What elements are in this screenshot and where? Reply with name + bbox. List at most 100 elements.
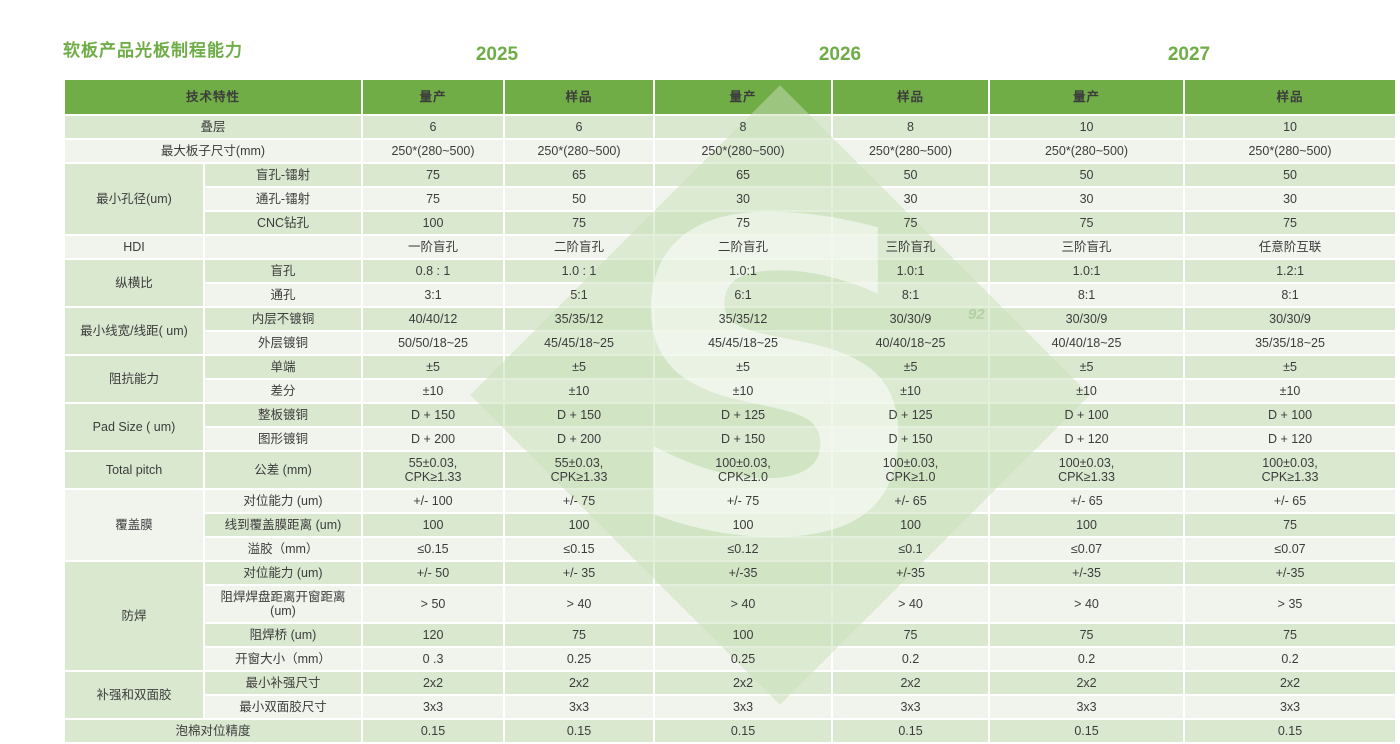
- cell-r2-c2-text: 65: [736, 167, 750, 182]
- cell-r15-c0-text: +/- 100: [413, 493, 453, 508]
- cell-r3-c5: 30: [1185, 188, 1396, 210]
- cell-r13-c3-text: D + 150: [888, 431, 933, 446]
- cell-r8-c1: 35/35/12: [505, 308, 654, 330]
- row-label-text: 阻焊焊盘距离开窗距离 (um): [220, 589, 346, 618]
- cell-r2-c3: 50: [833, 164, 989, 186]
- cell-r1-c3-text: 250*(280~500): [868, 143, 953, 158]
- cell-r9-c4: 40/40/18~25: [990, 332, 1184, 354]
- row-label: 内层不镀铜: [205, 308, 362, 330]
- cell-r4-c0-text: 100: [422, 215, 444, 230]
- cell-r22-c3: 2x2: [833, 672, 989, 694]
- cell-r17-c5: ≤0.07: [1185, 538, 1396, 560]
- cell-r23-c5-text: 3x3: [1279, 699, 1301, 714]
- cell-r2-c5: 50: [1185, 164, 1396, 186]
- cell-r24-c4: 0.15: [990, 720, 1184, 742]
- cell-r20-c2-text: 100: [732, 627, 754, 642]
- cell-r6-c2: 1.0:1: [655, 260, 832, 282]
- cell-r13-c3: D + 150: [833, 428, 989, 450]
- cell-r12-c2-text: D + 125: [720, 407, 766, 422]
- cell-r4-c0: 100: [363, 212, 504, 234]
- cell-r7-c2-text: 6:1: [734, 287, 752, 302]
- row-label-text: 对位能力 (um): [243, 565, 323, 580]
- cell-r6-c0: 0.8 : 1: [363, 260, 504, 282]
- cell-r15-c1: +/- 75: [505, 490, 654, 512]
- cell-r19-c0: > 50: [363, 586, 504, 622]
- cell-r8-c5: 30/30/9: [1185, 308, 1396, 330]
- cell-r10-c2: ±5: [655, 356, 832, 378]
- row-label: 溢胶（mm）: [205, 538, 362, 560]
- cell-r19-c4: > 40: [990, 586, 1184, 622]
- cell-r1-c2: 250*(280~500): [655, 140, 832, 162]
- row-label: 外层镀铜: [205, 332, 362, 354]
- cell-r24-c5: 0.15: [1185, 720, 1396, 742]
- cell-r14-c0: 55±0.03, CPK≥1.33: [363, 452, 504, 488]
- cell-r1-c4-text: 250*(280~500): [1044, 143, 1129, 158]
- cell-r15-c3: +/- 65: [833, 490, 989, 512]
- cell-r9-c2-text: 45/45/18~25: [708, 335, 778, 350]
- cell-r10-c0: ±5: [363, 356, 504, 378]
- row-label: 整板镀铜: [205, 404, 362, 426]
- cell-r3-c5-text: 30: [1283, 191, 1297, 206]
- cell-r17-c1-text: ≤0.15: [563, 541, 595, 556]
- cell-r7-c4-text: 8:1: [1077, 287, 1096, 302]
- cell-r0-c1-text: 6: [575, 119, 583, 134]
- cell-r24-c1: 0.15: [505, 720, 654, 742]
- cell-r24-c4-text: 0.15: [1074, 723, 1099, 738]
- cell-r22-c1: 2x2: [505, 672, 654, 694]
- cell-r0-c0: 6: [363, 116, 504, 138]
- cell-r2-c0-text: 75: [426, 167, 440, 182]
- cell-r21-c4: 0.2: [990, 648, 1184, 670]
- cell-r15-c4-text: +/- 65: [1070, 493, 1103, 508]
- cell-r13-c2-text: D + 150: [720, 431, 766, 446]
- cell-r14-c2: 100±0.03, CPK≥1.0: [655, 452, 832, 488]
- group-label-text: HDI: [123, 239, 145, 254]
- cell-r1-c4: 250*(280~500): [990, 140, 1184, 162]
- cell-r18-c3: +/-35: [833, 562, 989, 584]
- cell-r1-c0: 250*(280~500): [363, 140, 504, 162]
- row-label-text: 公差 (mm): [254, 462, 312, 477]
- cell-r9-c3: 40/40/18~25: [833, 332, 989, 354]
- row-label: 通孔: [205, 284, 362, 306]
- cell-r23-c5: 3x3: [1185, 696, 1396, 718]
- cell-r19-c1: > 40: [505, 586, 654, 622]
- cell-r8-c4: 30/30/9: [990, 308, 1184, 330]
- cell-r6-c3: 1.0:1: [833, 260, 989, 282]
- cell-r4-c1: 75: [505, 212, 654, 234]
- row-label: 盲孔: [205, 260, 362, 282]
- row-label-text: 单端: [270, 359, 296, 374]
- group-label: 覆盖膜: [65, 490, 203, 560]
- cell-r9-c4-text: 40/40/18~25: [1051, 335, 1122, 350]
- row-label: 对位能力 (um): [205, 490, 362, 512]
- cell-r5-c3: 三阶盲孔: [833, 236, 989, 258]
- cell-r15-c3-text: +/- 65: [894, 493, 927, 508]
- cell-r16-c2: 100: [655, 514, 832, 536]
- cell-r6-c3-text: 1.0:1: [896, 263, 925, 278]
- cell-r10-c4: ±5: [990, 356, 1184, 378]
- cell-r14-c5-text: 100±0.03, CPK≥1.33: [1261, 455, 1319, 484]
- cell-r2-c2: 65: [655, 164, 832, 186]
- row-label-text: 最小双面胶尺寸: [239, 699, 327, 714]
- row-label: 单端: [205, 356, 362, 378]
- cell-r0-c3-text: 8: [907, 119, 914, 134]
- cell-r21-c4-text: 0.2: [1077, 651, 1096, 666]
- row-label: 通孔-镭射: [205, 188, 362, 210]
- page-title: 软板产品光板制程能力: [63, 41, 243, 60]
- row-label-text: CNC钻孔: [256, 215, 310, 230]
- cell-r1-c5-text: 250*(280~500): [1248, 143, 1332, 158]
- cell-r2-c1: 65: [505, 164, 654, 186]
- cell-r3-c2: 30: [655, 188, 832, 210]
- cell-r5-c0-text: 一阶盲孔: [408, 239, 459, 254]
- cell-r21-c5-text: 0.2: [1281, 651, 1299, 666]
- column-header-4: 量产: [990, 80, 1184, 114]
- column-header-3-text: 样品: [897, 89, 925, 104]
- cell-r21-c5: 0.2: [1185, 648, 1396, 670]
- cell-r9-c2: 45/45/18~25: [655, 332, 832, 354]
- cell-r12-c2: D + 125: [655, 404, 832, 426]
- cell-r24-c2-text: 0.15: [730, 723, 756, 738]
- cell-r21-c3-text: 0.2: [901, 651, 920, 666]
- cell-r19-c5-text: > 35: [1277, 596, 1303, 611]
- cell-r0-c0-text: 6: [429, 119, 437, 134]
- cell-r18-c1-text: +/- 35: [562, 565, 596, 580]
- row-label-text: 开窗大小（mm）: [235, 651, 331, 666]
- column-header-0-text: 量产: [419, 89, 447, 104]
